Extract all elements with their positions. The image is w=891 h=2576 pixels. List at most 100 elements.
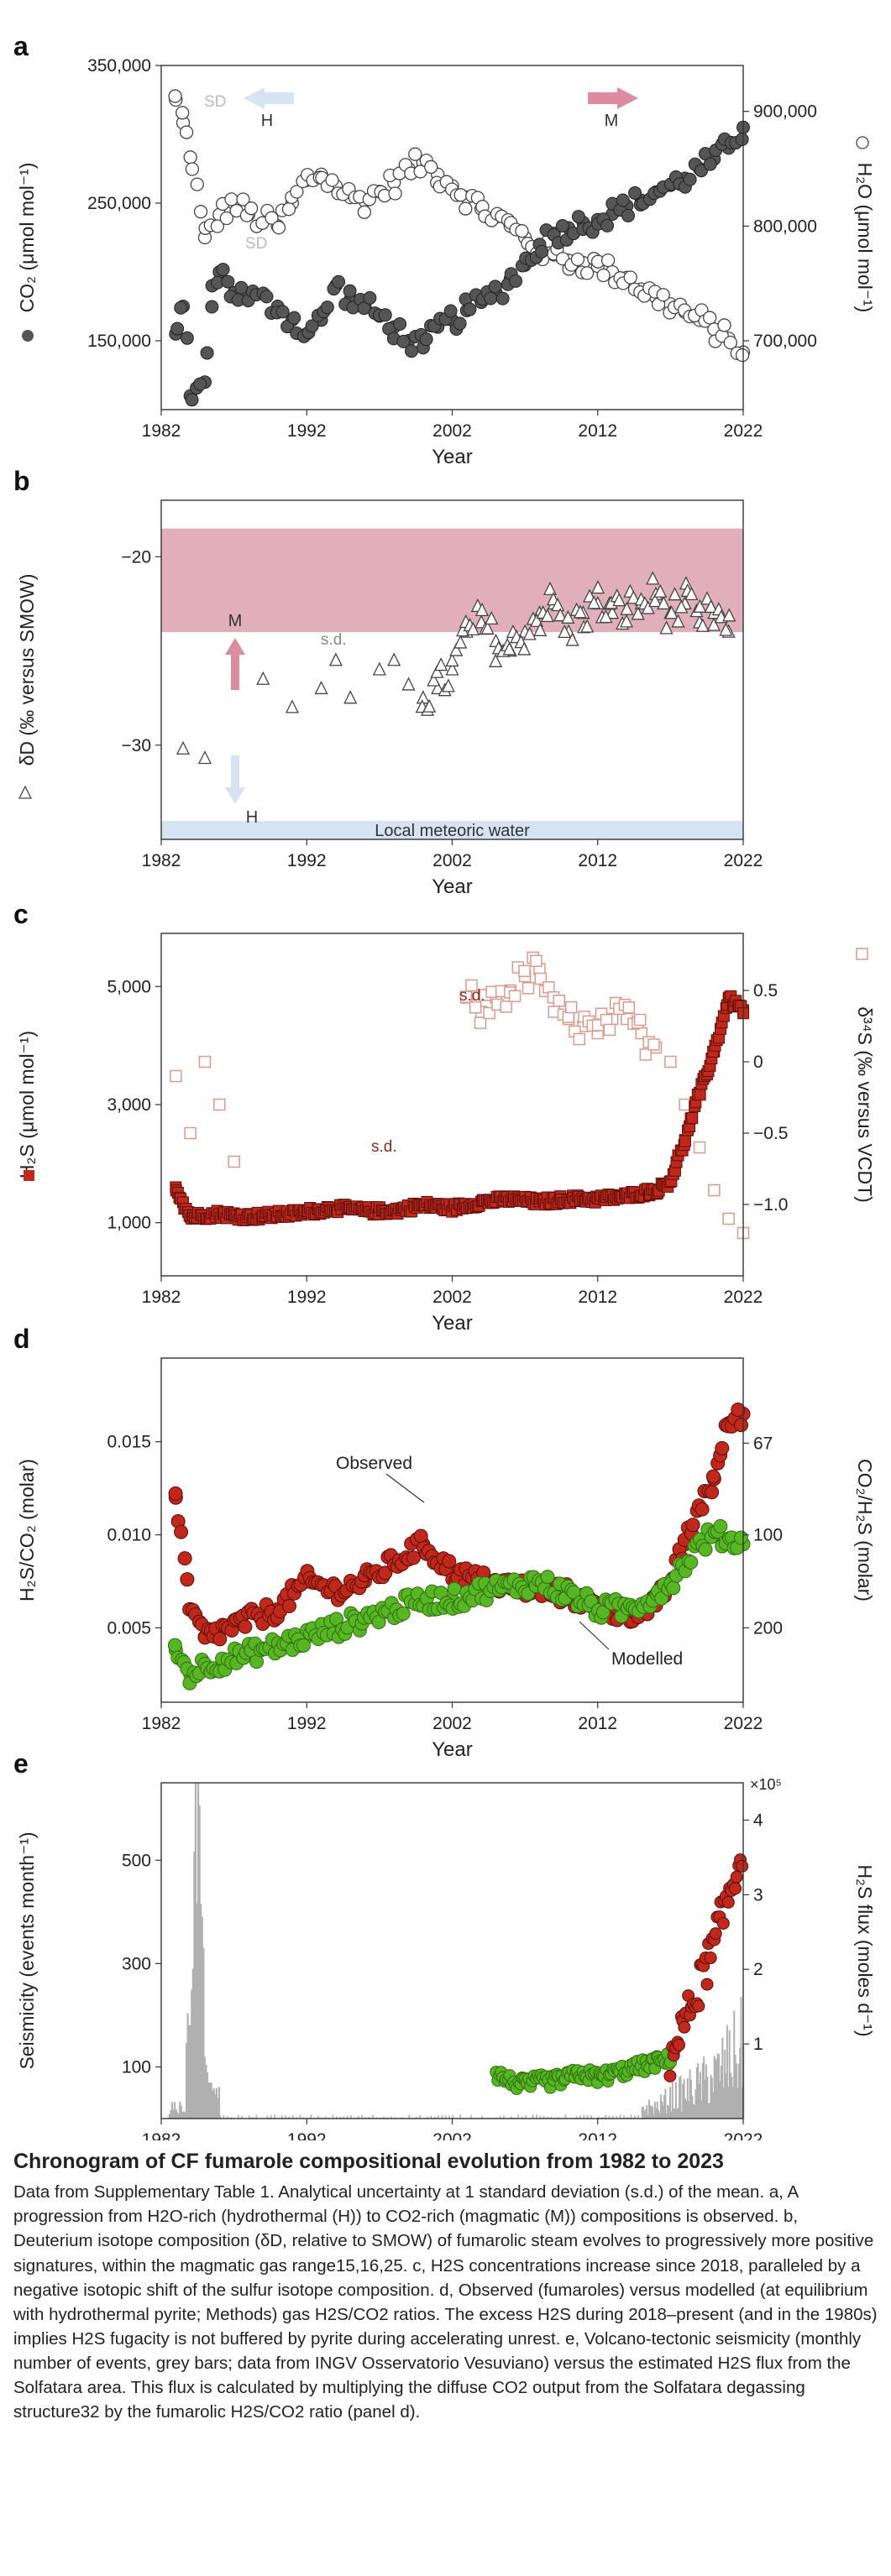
seismicity-bar [634, 2115, 636, 2119]
x-axis-label: Year [432, 1312, 473, 1335]
co2-point [396, 334, 411, 348]
y2-axis-label: δ³⁴S (‰ versus VCDT) [854, 1006, 876, 1203]
seismicity-bar [737, 2063, 740, 2119]
co2-point [343, 284, 357, 298]
x-tick-label: 1992 [287, 421, 327, 441]
d34S-point [170, 1069, 182, 1083]
y2-axis-label: H₂S flux (moles d⁻¹) [854, 1864, 876, 2036]
h2o-point [244, 201, 259, 216]
dD-point [489, 653, 503, 667]
x-tick-label: 2012 [578, 851, 617, 870]
sd-label: s.d. [459, 987, 485, 1005]
y-tick-label: 150,000 [87, 332, 151, 351]
dD-point [641, 600, 655, 614]
seismicity-bar [266, 2115, 269, 2119]
dD-point [719, 622, 733, 636]
seismicity-bar [670, 2111, 673, 2119]
d34S-point [722, 1212, 735, 1225]
seismicity-bar [685, 2100, 688, 2119]
seismicity-bar [694, 2089, 697, 2119]
h2o-point [219, 211, 234, 226]
dD-point [626, 590, 641, 604]
seismicity-bar [375, 2117, 378, 2119]
y-axis-label: Seismicity (events month⁻¹) [16, 1831, 38, 2069]
flux-point-red [692, 1999, 705, 2013]
sd-label: s.d. [371, 1138, 397, 1156]
dD-point [314, 680, 328, 695]
h2s-point [679, 1135, 691, 1147]
h2o-point [515, 224, 529, 238]
caption: Chronogram of CF fumarole compositional … [13, 2149, 878, 2424]
x-tick-label: 2012 [578, 1714, 617, 1733]
h2o-point [210, 219, 225, 233]
co2-point [275, 305, 290, 319]
seismicity-bar [649, 2105, 652, 2119]
flux-point-red [730, 1870, 743, 1884]
seismicity-bar [510, 2116, 512, 2119]
y2-tick-label: 1 [753, 2035, 763, 2054]
seismicity-bar [182, 2111, 186, 2119]
seismicity-bar [173, 2102, 176, 2119]
seismicity-bar [517, 2114, 520, 2119]
seismicity-bar [642, 2107, 645, 2119]
dD-point [285, 699, 299, 713]
x-tick-label: 2012 [578, 421, 617, 441]
seismicity-bar [419, 2114, 422, 2119]
dD-point [401, 677, 416, 691]
seismicity-bar [734, 2054, 736, 2119]
co2-point [305, 319, 319, 333]
legend-marker [22, 330, 34, 342]
observed-point [177, 1551, 192, 1566]
co2-point [221, 274, 235, 289]
seismicity-bar [218, 2087, 221, 2119]
arrow-h [244, 87, 294, 109]
modelled-point [698, 1542, 713, 1557]
h2o-point [717, 318, 731, 332]
seismicity-bar [648, 2099, 651, 2119]
observed-leader [385, 1473, 425, 1503]
sd-label: s.d. [321, 631, 347, 649]
seismicity-bar [223, 2114, 225, 2119]
y2-tick-label: 100 [753, 1526, 783, 1545]
dD-point [553, 608, 568, 622]
x-tick-label: 2022 [724, 851, 763, 870]
dD-point [430, 664, 444, 678]
seismicity-bar [335, 2116, 338, 2119]
co2-point [484, 291, 498, 306]
seismicity-bar [416, 2116, 417, 2119]
co2-point [683, 172, 697, 186]
seismicity-bar [735, 2063, 737, 2119]
dD-point [197, 750, 212, 765]
flux-point-red [700, 1978, 714, 1991]
flux-point-red [729, 1882, 742, 1895]
seismicity-bar [547, 2116, 548, 2119]
seismicity-bar [441, 2115, 443, 2119]
panel-letter: c [13, 899, 29, 929]
d34S-point [664, 1055, 677, 1069]
seismicity-bar [658, 2113, 661, 2119]
dD-point [445, 652, 459, 667]
observed-point [442, 1554, 457, 1569]
d34S-point [647, 1038, 660, 1051]
seismicity-bar [644, 2109, 647, 2119]
y-tick-label: 0.005 [107, 1618, 151, 1638]
seismicity-bar [630, 2114, 632, 2119]
seismicity-bar [722, 2087, 725, 2119]
seismicity-bar [180, 2105, 182, 2119]
dD-point [693, 598, 707, 613]
dD-point [387, 652, 401, 666]
co2-point [332, 274, 346, 289]
dD-point [668, 587, 682, 601]
co2-point [185, 393, 199, 407]
x-tick-label: 1982 [142, 421, 181, 441]
dD-point [372, 661, 386, 676]
seismicity-bar [705, 2064, 707, 2119]
seismicity-bar [291, 2114, 294, 2119]
seismicity-bar [688, 2101, 690, 2119]
exponent-label: ×10⁵ [750, 1776, 782, 1793]
dD-point [664, 605, 679, 619]
co2-point [735, 132, 749, 146]
seismicity-bar [176, 2112, 179, 2119]
y-tick-label: 100 [122, 2057, 151, 2077]
y2-tick-label: 4 [753, 1811, 763, 1830]
